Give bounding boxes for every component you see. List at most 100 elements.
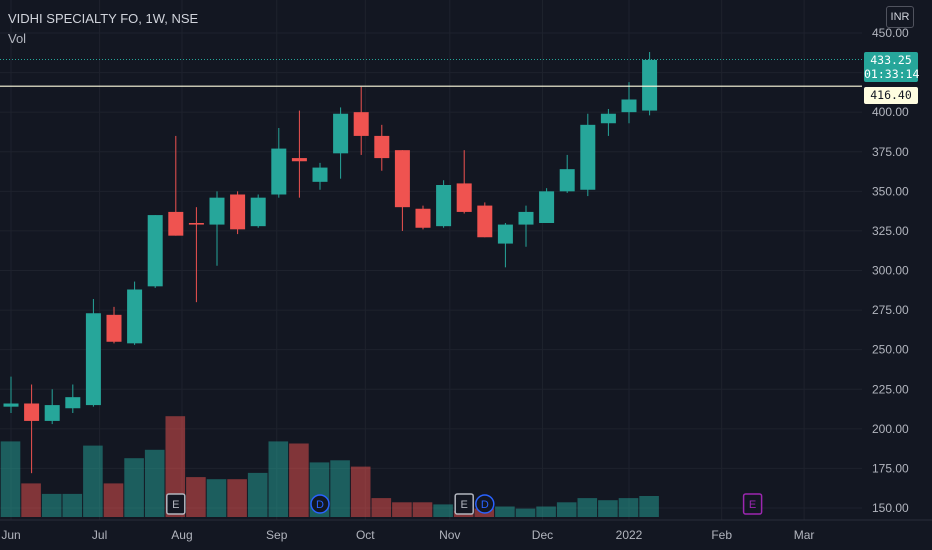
price-lines bbox=[0, 59, 862, 87]
price-tick-label: 375.00 bbox=[872, 145, 909, 159]
candle-body bbox=[24, 403, 40, 421]
candle-body bbox=[497, 224, 513, 244]
candle-body bbox=[312, 167, 328, 182]
candles bbox=[3, 52, 658, 474]
volume-bar bbox=[227, 479, 247, 517]
time-tick-label: Jun bbox=[1, 528, 20, 542]
price-tick-label: 400.00 bbox=[872, 105, 909, 119]
candle-body bbox=[44, 405, 60, 421]
price-tick-label: 300.00 bbox=[872, 264, 909, 278]
candle-body bbox=[3, 403, 19, 407]
candle-body bbox=[230, 194, 246, 230]
dividend-marker bbox=[475, 494, 495, 514]
volume-bar bbox=[144, 449, 165, 517]
chart-legend-title[interactable]: VIDHI SPECIALTY FO, 1W, NSE bbox=[8, 11, 199, 26]
time-axis[interactable]: Jun Jul Aug Sep Oct Nov Dec 2022 Feb Mar bbox=[0, 519, 932, 550]
volume-bar bbox=[0, 441, 21, 517]
price-tick-label: 450.00 bbox=[872, 26, 909, 40]
price-tick-label: 175.00 bbox=[872, 461, 909, 475]
price-tick-label: 225.00 bbox=[872, 382, 909, 396]
candle-body bbox=[188, 223, 204, 225]
candle-body bbox=[65, 397, 81, 409]
candle-body bbox=[580, 124, 596, 190]
candle-body bbox=[539, 191, 555, 223]
volume-bar bbox=[289, 443, 309, 517]
time-tick-label: Sep bbox=[266, 528, 288, 542]
candle-body bbox=[621, 99, 637, 113]
volume-bar bbox=[495, 506, 515, 517]
volume-bar bbox=[41, 493, 62, 517]
volume-bar bbox=[556, 502, 577, 517]
candle-body bbox=[642, 59, 658, 111]
volume-bar bbox=[433, 504, 453, 517]
candle-body bbox=[559, 169, 575, 192]
volume-bar bbox=[392, 502, 412, 517]
volume-bar bbox=[21, 483, 41, 517]
price-tick-label: 350.00 bbox=[872, 184, 909, 198]
event-marker-label: E bbox=[461, 499, 468, 511]
volume-bar bbox=[165, 416, 186, 517]
dividend-marker bbox=[310, 494, 330, 514]
time-tick-label: Nov bbox=[439, 528, 460, 542]
candle-body bbox=[600, 113, 616, 124]
volume-bar bbox=[577, 498, 598, 517]
grid bbox=[0, 0, 862, 520]
candle-body bbox=[147, 215, 163, 287]
volume-bar bbox=[639, 496, 659, 517]
candle-body bbox=[353, 112, 369, 136]
candle-body bbox=[168, 211, 184, 236]
candle-body bbox=[518, 211, 534, 225]
earnings-marker bbox=[166, 493, 186, 515]
price-tick-label: 275.00 bbox=[872, 303, 909, 317]
time-tick-label: Dec bbox=[532, 528, 553, 542]
price-tick-label: 200.00 bbox=[872, 422, 909, 436]
volume-bar bbox=[247, 472, 268, 517]
volume-bar bbox=[536, 506, 556, 517]
time-tick-label: Feb bbox=[711, 528, 732, 542]
time-tick-label: Jul bbox=[92, 528, 107, 542]
volume-bar bbox=[598, 500, 618, 517]
volume-bar bbox=[371, 498, 392, 517]
last-price-value: 433.25 bbox=[870, 53, 912, 67]
candle-body bbox=[374, 135, 390, 159]
bar-countdown: 01:33:14 bbox=[864, 67, 920, 81]
horizontal-line-price-tag: 416.40 bbox=[864, 87, 918, 104]
time-tick-label: 2022 bbox=[616, 528, 643, 542]
candle-body bbox=[456, 183, 472, 212]
volume-bar bbox=[206, 479, 227, 517]
time-tick-label: Oct bbox=[356, 528, 375, 542]
volume-bar bbox=[62, 493, 83, 517]
time-axis-background bbox=[0, 520, 932, 550]
last-price-tag: 433.25 01:33:14 bbox=[864, 52, 920, 82]
event-marker-label: D bbox=[481, 499, 489, 511]
price-tick-label: 325.00 bbox=[872, 224, 909, 238]
volume-bar bbox=[186, 477, 206, 517]
candle-body bbox=[394, 150, 410, 208]
volume-bar bbox=[350, 466, 371, 517]
volume-bar bbox=[515, 508, 536, 517]
candle-body bbox=[209, 197, 225, 225]
price-axis[interactable]: 450.00425.00400.00375.00350.00325.00300.… bbox=[862, 0, 932, 550]
volume-legend-label[interactable]: Vol bbox=[8, 31, 27, 46]
earnings-marker bbox=[454, 493, 474, 515]
time-tick-label: Aug bbox=[171, 528, 192, 542]
candle-body bbox=[127, 289, 143, 344]
volume-bar bbox=[103, 483, 124, 517]
volume-bar bbox=[124, 458, 144, 517]
volume-bar bbox=[618, 498, 639, 517]
volume-bar bbox=[83, 445, 103, 517]
currency-badge[interactable]: INR bbox=[886, 6, 914, 28]
event-marker-label: D bbox=[316, 499, 324, 511]
candle-body bbox=[271, 148, 287, 195]
candle-body bbox=[436, 185, 452, 227]
volume-bar bbox=[330, 460, 350, 517]
candle-body bbox=[291, 158, 307, 162]
volume-bar bbox=[412, 502, 433, 517]
price-tick-label: 250.00 bbox=[872, 343, 909, 357]
candle-body bbox=[477, 205, 493, 238]
price-tick-label: 150.00 bbox=[872, 501, 909, 515]
candle-body bbox=[250, 197, 266, 227]
candle-body bbox=[85, 313, 101, 406]
